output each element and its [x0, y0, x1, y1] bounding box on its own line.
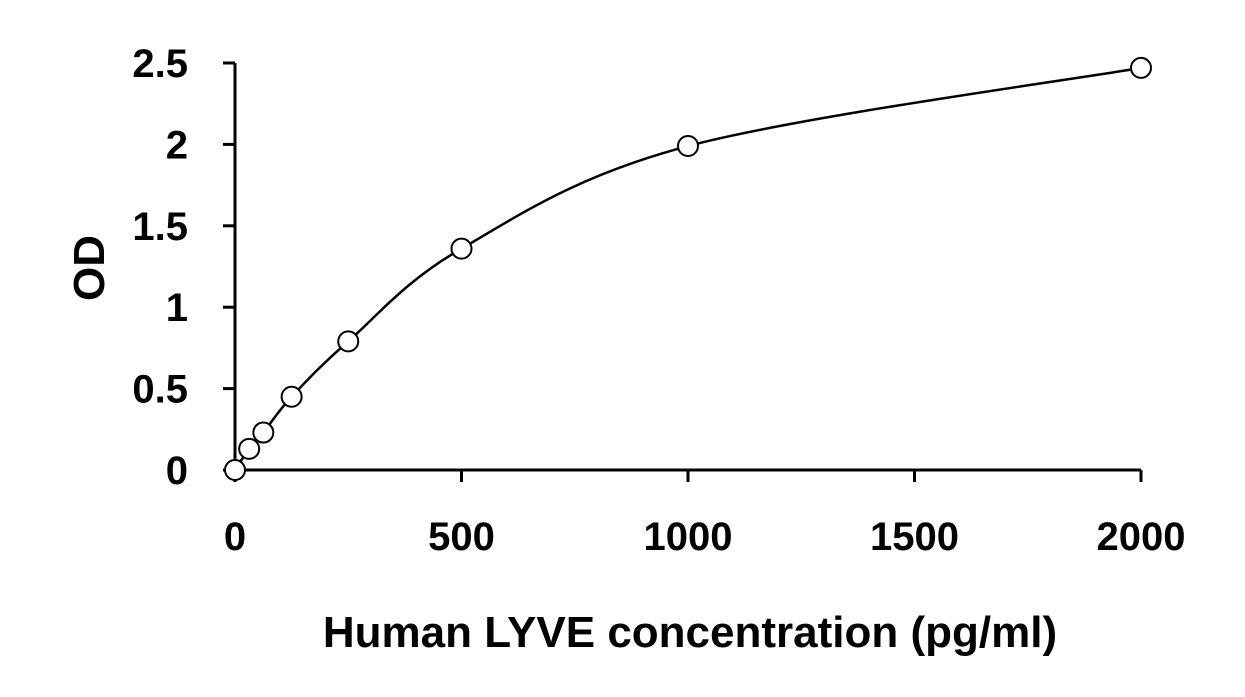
data-points	[224, 56, 1152, 481]
x-tick-label: 1000	[644, 515, 733, 559]
x-tick-label: 500	[428, 515, 495, 559]
x-tick-label: 0	[224, 515, 246, 559]
y-tick-label: 2	[166, 123, 188, 167]
fit-curve-layer	[233, 66, 1142, 471]
data-point	[252, 421, 275, 444]
y-tick-label: 0	[166, 449, 188, 493]
data-point	[677, 135, 699, 158]
data-point	[280, 385, 303, 408]
x-axis-title: Human LYVE concentration (pg/ml)	[323, 608, 1057, 657]
x-tick-label: 2000	[1097, 515, 1186, 559]
data-point	[224, 459, 246, 481]
y-tick-label: 2.5	[132, 42, 188, 86]
y-tick-label: 0.5	[132, 368, 188, 412]
y-tick-label: 1.5	[132, 205, 188, 249]
data-point	[337, 330, 360, 353]
data-point	[450, 237, 473, 260]
y-tick-label: 1	[166, 286, 188, 330]
data-point	[238, 437, 261, 460]
y-axis-title: OD	[65, 235, 114, 301]
x-tick-label: 1500	[870, 515, 959, 559]
data-point	[1130, 56, 1152, 79]
axis-ticks: 0 0.5 1 1.5 2 2.5 0 500 1000 1500 2000	[132, 42, 1185, 559]
fit-curve	[233, 66, 1142, 471]
axes	[233, 63, 1141, 472]
